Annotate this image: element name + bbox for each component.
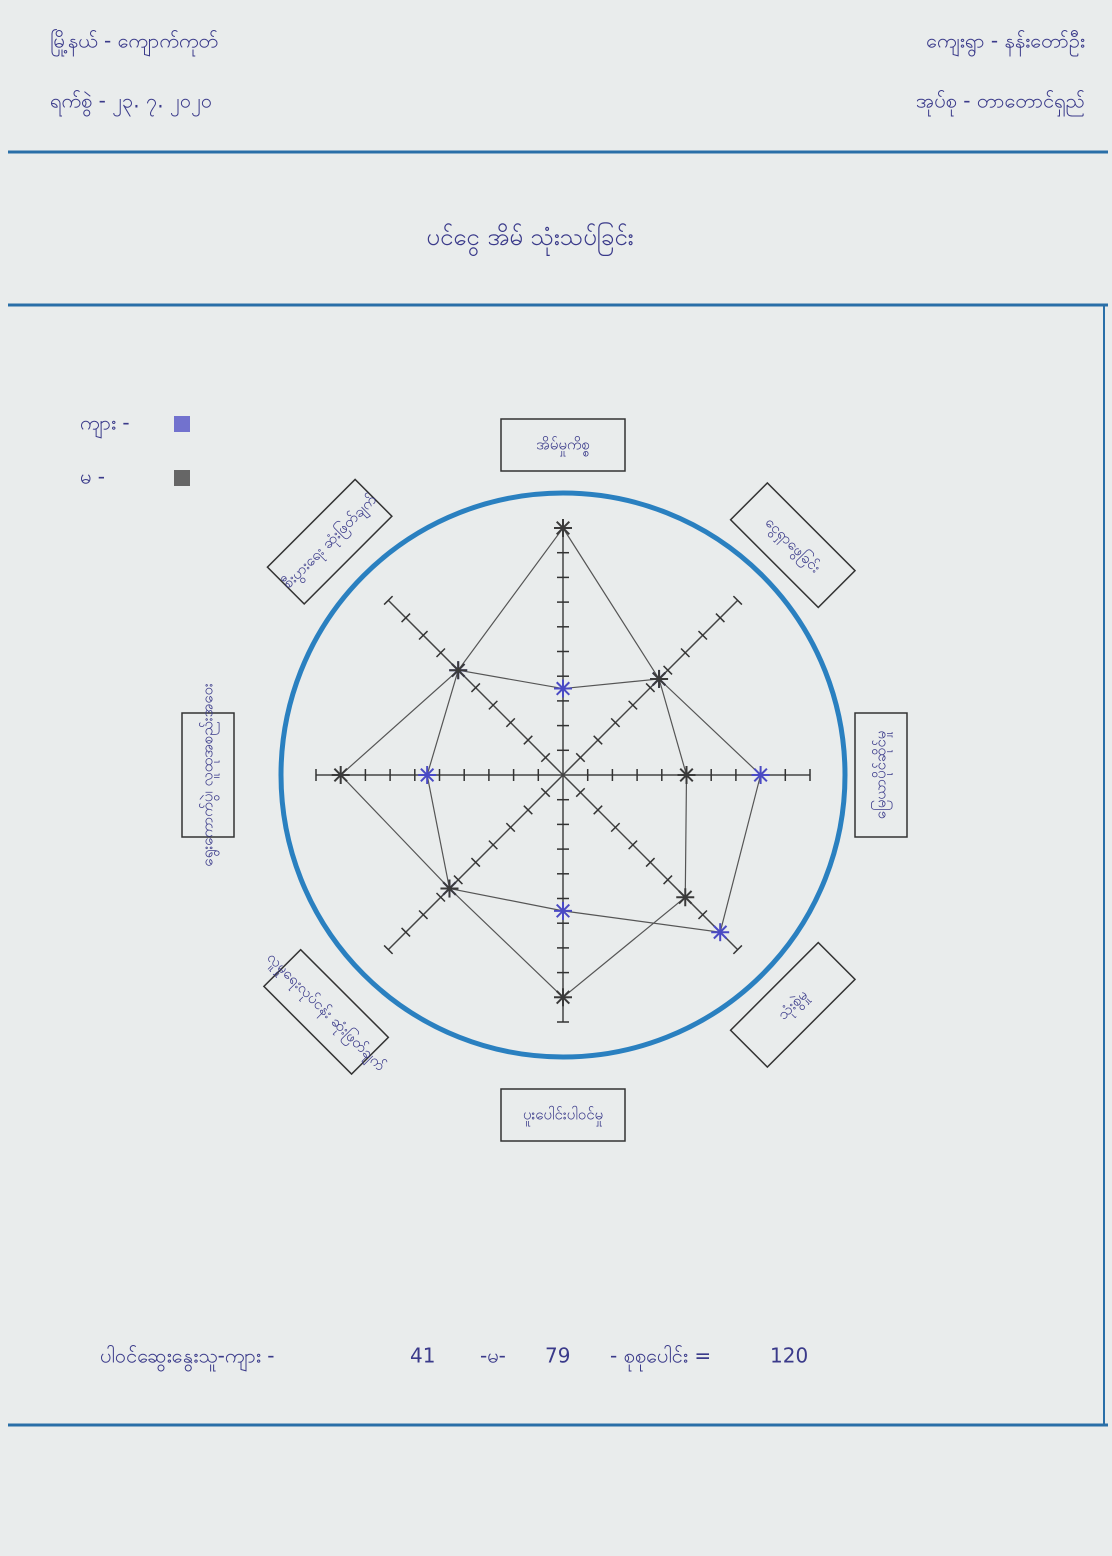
village: ကျေးရွာ - နန်းတော်ဦး xyxy=(926,29,1085,57)
footer-value: 41 xyxy=(410,1344,435,1368)
marker xyxy=(554,680,572,698)
footer-label: -မ- xyxy=(480,1344,506,1368)
legend-swatch xyxy=(174,470,190,486)
category-label: မြေယာပိုင်ဆိုင်မှု xyxy=(871,731,893,820)
date: ရက်စွဲ - ၂၃. ၇. ၂၀၂၀ xyxy=(50,89,212,117)
footer-label: ပါဝင်ဆွေးနွေးသူ-ကျား - xyxy=(100,1344,275,1372)
marker xyxy=(418,766,436,784)
footer-label: - စုစုပေါင်း = xyxy=(610,1344,711,1372)
legend-swatch xyxy=(174,416,190,432)
legend-label: မ - xyxy=(80,465,105,489)
marker xyxy=(554,519,572,537)
marker xyxy=(650,670,668,688)
marker xyxy=(449,661,467,679)
township: မြို့နယ် - ကျောက်ကုတ် xyxy=(50,29,218,57)
group: အုပ်စု - တာတောင်ရှည် xyxy=(916,89,1085,117)
marker xyxy=(554,902,572,920)
marker xyxy=(678,766,696,784)
marker xyxy=(711,923,729,941)
category-label: အိမ်မှုကိစ္စ xyxy=(536,436,590,457)
marker xyxy=(554,988,572,1006)
category-label: ရွေးကောက်ပွဲ၊ လူထုအစည်းအဝေး xyxy=(199,683,220,867)
marker xyxy=(332,766,350,784)
footer-value: 120 xyxy=(770,1344,808,1368)
chart: မြို့နယ် - ကျောက်ကုတ် ရက်စွဲ - ၂၃. ၇. ၂၀… xyxy=(0,0,1112,1556)
marker xyxy=(676,888,694,906)
marker xyxy=(752,766,770,784)
category-label: ပူးပေါင်းပါဝင်မှု xyxy=(523,1106,603,1127)
page: မြို့နယ် - ကျောက်ကုတ် ရက်စွဲ - ၂၃. ၇. ၂၀… xyxy=(0,0,1112,1556)
footer-value: 79 xyxy=(545,1344,570,1368)
legend-label: ကျား - xyxy=(80,411,130,439)
marker xyxy=(440,880,458,898)
